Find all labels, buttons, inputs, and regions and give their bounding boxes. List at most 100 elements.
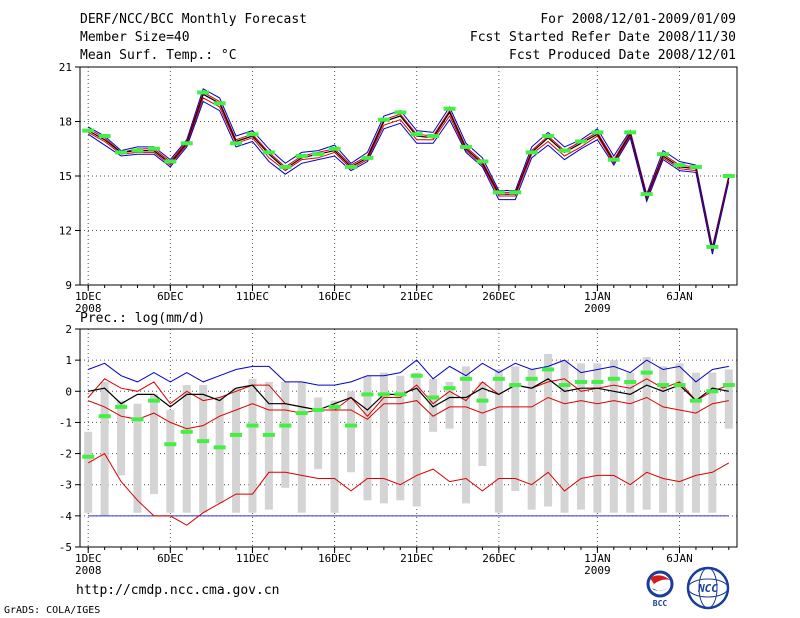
temp-observation-marker xyxy=(147,146,160,151)
prec-range-bar xyxy=(494,369,503,513)
prec-range-bar xyxy=(199,385,208,513)
prec-observation-marker xyxy=(542,367,555,372)
temp-observation-marker xyxy=(131,148,144,153)
prec-range-bar xyxy=(626,372,635,513)
temp-x-tick-label: 11DEC xyxy=(236,290,269,303)
prec-y-tick-label: -2 xyxy=(59,448,72,461)
temp-y-tick-label: 9 xyxy=(65,279,72,292)
temp-x-tick-label: 1JAN xyxy=(584,290,611,303)
prec-series-mean xyxy=(88,378,729,411)
prec-x-tick-label: 1DEC xyxy=(75,552,102,565)
temp-observation-marker xyxy=(312,152,325,157)
prec-range-bar xyxy=(248,378,257,513)
svg-text:NCC: NCC xyxy=(697,582,718,595)
temp-x-year-label: 2008 xyxy=(75,302,102,315)
temp-observation-marker xyxy=(98,134,111,139)
prec-range-bar xyxy=(133,403,142,513)
prec-y-tick-label: -1 xyxy=(59,416,72,429)
temp-observation-marker xyxy=(361,155,374,160)
prec-range-bar xyxy=(363,375,372,501)
prec-observation-marker xyxy=(443,386,456,391)
prec-range-bar xyxy=(560,360,569,513)
ncc-logo-icon: NCC xyxy=(684,566,734,610)
temp-series-min xyxy=(87,100,730,255)
prec-observation-marker xyxy=(459,376,472,381)
prec-y-tick-label: 0 xyxy=(65,385,72,398)
temp-observation-marker xyxy=(328,146,341,151)
prec-range-bar xyxy=(609,360,618,513)
prec-y-tick-label: 1 xyxy=(65,354,72,367)
prec-range-bar xyxy=(149,394,158,495)
temp-observation-marker xyxy=(345,164,358,169)
temp-observation-marker xyxy=(279,164,292,169)
temp-y-tick-label: 18 xyxy=(59,116,72,129)
temp-observation-marker xyxy=(213,101,226,106)
prec-range-bar xyxy=(445,381,454,429)
prec-observation-marker xyxy=(131,417,144,422)
temp-observation-marker xyxy=(542,134,555,139)
prec-observation-marker xyxy=(657,383,670,388)
variable-label: Mean Surf. Temp.: °C xyxy=(80,48,237,63)
prec-x-tick-label: 6JAN xyxy=(666,552,693,565)
prec-range-bar xyxy=(297,381,306,513)
temp-observation-marker xyxy=(591,130,604,135)
prec-observation-marker xyxy=(279,423,292,428)
prec-observation-marker xyxy=(82,454,95,459)
temp-observation-marker xyxy=(689,164,702,169)
prec-series-min xyxy=(87,452,730,526)
prec-observation-marker xyxy=(591,379,604,384)
prec-range-bar xyxy=(182,385,191,513)
prec-y-tick-label: -5 xyxy=(59,541,72,554)
prec-range-bar xyxy=(708,372,717,513)
prec-range-bar xyxy=(281,381,290,488)
temp-observation-marker xyxy=(722,174,735,178)
prec-range-bar xyxy=(166,409,175,513)
temp-observation-marker xyxy=(558,148,571,153)
prec-range-bar xyxy=(544,353,553,507)
prec-observation-marker xyxy=(640,370,653,375)
prec-observation-marker xyxy=(492,376,505,381)
prec-range-bar xyxy=(675,363,684,513)
prec-range-bar xyxy=(691,372,700,513)
grads-credit: GrADS: COLA/IGES xyxy=(4,605,101,616)
prec-range-bar xyxy=(429,378,438,432)
prec-x-tick-label: 6DEC xyxy=(157,552,184,565)
prec-observation-marker xyxy=(98,414,111,419)
prec-range-bar xyxy=(232,388,241,513)
prec-range-bar xyxy=(215,397,224,504)
chart-title: DERF/NCC/BCC Monthly Forecast xyxy=(80,12,307,27)
prec-observation-marker xyxy=(574,379,587,384)
prec-observation-marker xyxy=(706,389,719,394)
prec-observation-marker xyxy=(246,423,259,428)
temp-x-tick-label: 16DEC xyxy=(318,290,351,303)
prec-x-tick-label: 11DEC xyxy=(236,552,269,565)
prec-observation-marker xyxy=(295,411,308,416)
temp-y-tick-label: 21 xyxy=(59,61,72,74)
source-url: http://cmdp.ncc.cma.gov.cn xyxy=(76,583,280,598)
prec-observation-marker xyxy=(197,439,210,444)
temp-x-tick-label: 6JAN xyxy=(666,290,693,303)
temp-series-mean xyxy=(87,93,730,251)
prec-range-bar xyxy=(593,363,602,513)
temp-observation-marker xyxy=(525,150,538,155)
temp-observation-marker xyxy=(246,132,259,137)
prec-range-bar xyxy=(264,381,273,510)
temp-observation-marker xyxy=(607,157,620,162)
temp-y-tick-label: 15 xyxy=(59,170,72,183)
prec-observation-marker xyxy=(427,395,440,400)
prec-observation-marker xyxy=(213,445,226,450)
prec-observation-marker xyxy=(377,392,390,397)
prec-observation-marker xyxy=(361,392,374,397)
temp-observation-marker xyxy=(673,163,686,168)
temp-observation-marker xyxy=(476,159,489,164)
prec-observation-marker xyxy=(410,373,423,378)
temp-x-tick-label: 21DEC xyxy=(400,290,433,303)
temp-observation-marker xyxy=(492,190,505,195)
temp-observation-marker xyxy=(657,152,670,157)
temp-series-upper xyxy=(87,91,730,249)
bcc-logo-icon: BCC xyxy=(640,568,684,608)
prec-observation-marker xyxy=(722,383,735,388)
temp-observation-marker xyxy=(262,150,275,155)
